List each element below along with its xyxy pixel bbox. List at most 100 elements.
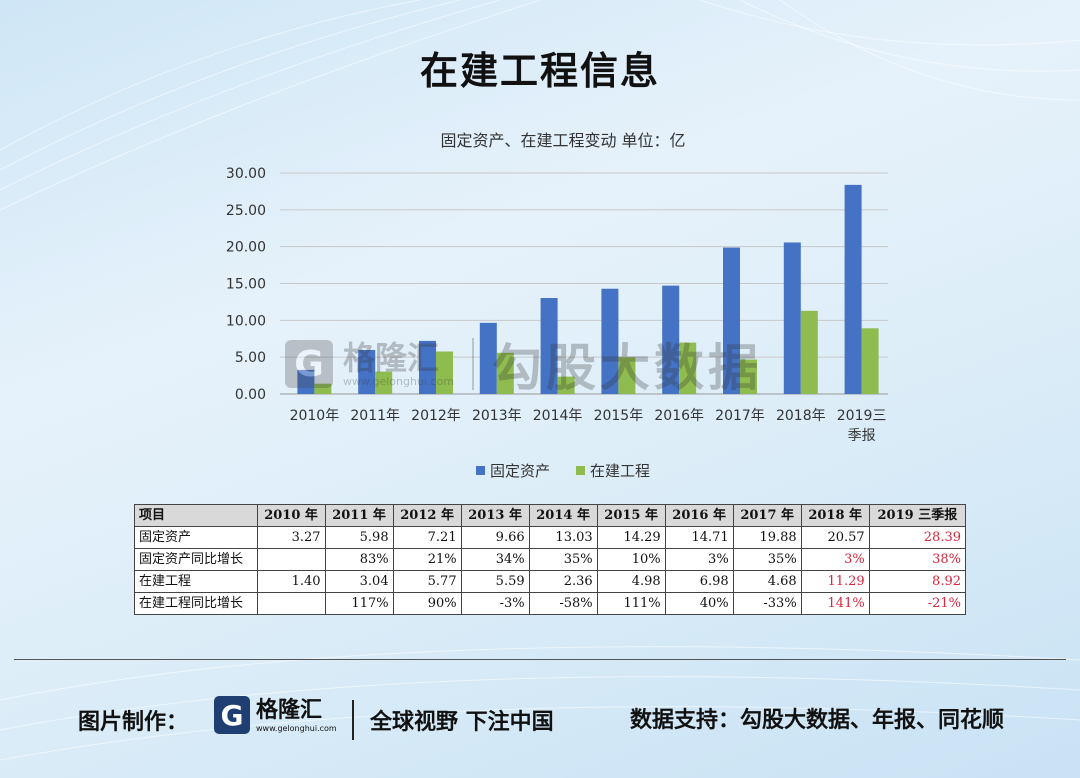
table-cell: 38% xyxy=(868,548,967,571)
bar-fixed-assets xyxy=(844,184,862,394)
table-cell: 5.77 xyxy=(392,570,462,593)
table-cell xyxy=(256,592,326,615)
bar-fixed-assets xyxy=(297,369,315,394)
table-cell: 8.92 xyxy=(868,570,967,593)
chart-bars xyxy=(297,184,879,394)
row-label: 固定资产 xyxy=(134,526,258,549)
y-tick-label: 5.00 xyxy=(235,350,266,366)
table-cell: -33% xyxy=(732,592,802,615)
table-cell: 14.71 xyxy=(664,526,734,549)
y-tick-label: 10.00 xyxy=(226,313,266,329)
table-cell: 10% xyxy=(596,548,666,571)
bar-fixed-assets xyxy=(540,298,558,394)
row-label: 在建工程 xyxy=(134,570,258,593)
bar-construction xyxy=(618,357,636,394)
logo-name: 格隆汇 xyxy=(256,697,323,723)
gelonghui-logo-icon: G xyxy=(214,696,250,734)
table-header-cell: 2013 年 xyxy=(460,504,530,527)
table-cell: 11.29 xyxy=(800,570,870,593)
bar-chart: 固定资产、在建工程变动 单位：亿 0.00 5.00 10.00 15.00 20.00… xyxy=(226,131,888,480)
table-row: 在建工程 1.40 3.04 5.77 5.59 2.36 4.98 6.98 4.68 11.2… xyxy=(134,570,967,593)
table-cell: 4.68 xyxy=(732,570,802,593)
table-cell: 4.98 xyxy=(596,570,666,593)
legend-label: 固定资产 xyxy=(490,462,550,480)
bar-construction xyxy=(375,371,393,394)
bar-construction xyxy=(679,342,697,394)
table-header-cell: 2011 年 xyxy=(324,504,394,527)
table-cell xyxy=(256,548,326,571)
bar-fixed-assets xyxy=(783,242,801,394)
table-row: 在建工程同比增长 117% 90% -3% -58% 111% 40% -33% 141% -21… xyxy=(134,592,967,615)
table-cell: -58% xyxy=(528,592,598,615)
table-cell: 19.88 xyxy=(732,526,802,549)
table-row: 固定资产 3.27 5.98 7.21 9.66 13.03 14.29 14.71 19.88… xyxy=(134,526,967,549)
table-cell: 9.66 xyxy=(460,526,530,549)
table-header-cell: 2015 年 xyxy=(596,504,666,527)
data-table: 项目 2010 年 2011 年 2012 年 2013 年 2014 年 2015 年 20… xyxy=(134,504,967,615)
footer: 图片制作： G 格隆汇 www.gelonghui.com 全球视野 下注中国 … xyxy=(0,690,1080,750)
table-cell: -3% xyxy=(460,592,530,615)
table-header-cell: 2019 三季报 xyxy=(868,504,967,527)
table-header-cell: 项目 xyxy=(134,504,258,527)
x-tick-label: 2014年 xyxy=(533,408,583,424)
table-cell: 28.39 xyxy=(868,526,967,549)
x-tick-label: 2017年 xyxy=(715,408,765,424)
table-cell: 14.29 xyxy=(596,526,666,549)
gelonghui-logo: G 格隆汇 www.gelonghui.com xyxy=(214,696,337,734)
row-label: 固定资产同比增长 xyxy=(134,548,258,571)
table-header-cell: 2016 年 xyxy=(664,504,734,527)
page-title: 在建工程信息 xyxy=(419,49,660,93)
table-cell: 6.98 xyxy=(664,570,734,593)
table-cell: 111% xyxy=(596,592,666,615)
bar-fixed-assets xyxy=(662,285,680,394)
x-tick-label: 2019三季报 xyxy=(837,408,887,444)
legend-swatch xyxy=(576,466,585,475)
table-cell: 20.57 xyxy=(800,526,870,549)
y-tick-label: 30.00 xyxy=(226,166,266,182)
bar-construction xyxy=(314,383,332,394)
y-tick-label: 25.00 xyxy=(226,203,266,219)
table-cell: 5.59 xyxy=(460,570,530,593)
x-tick-label: 2011年 xyxy=(350,408,400,424)
table-cell: 141% xyxy=(800,592,870,615)
table-header-cell: 2018 年 xyxy=(800,504,870,527)
bar-fixed-assets xyxy=(419,340,436,394)
table-cell: 1.40 xyxy=(256,570,326,593)
x-tick-label: 2013年 xyxy=(472,408,522,424)
bar-construction xyxy=(740,359,757,394)
x-tick-label: 2016年 xyxy=(654,408,704,424)
table-row: 固定资产同比增长 83% 21% 34% 35% 10% 3% 35% 3% 38% xyxy=(134,548,967,571)
bar-fixed-assets xyxy=(479,322,497,394)
legend-label: 在建工程 xyxy=(590,462,650,480)
bar-fixed-assets xyxy=(723,247,740,394)
bar-construction xyxy=(436,351,453,394)
table-cell: 90% xyxy=(392,592,462,615)
table-cell: 35% xyxy=(732,548,802,571)
table-header-row: 项目 2010 年 2011 年 2012 年 2013 年 2014 年 2015 年 20… xyxy=(134,504,967,527)
x-tick-label: 2012年 xyxy=(411,408,461,424)
x-tick-label: 2010年 xyxy=(290,408,340,424)
bar-construction xyxy=(861,328,879,394)
x-axis-ticks: 2010年 2011年 2012年 2013年 2014年 2015年 2016年 2017年… xyxy=(290,408,887,444)
table-cell: 117% xyxy=(324,592,394,615)
table-header-cell: 2017 年 xyxy=(732,504,802,527)
table-cell: 3.27 xyxy=(256,526,326,549)
bar-construction xyxy=(800,310,818,394)
table-header-cell: 2010 年 xyxy=(256,504,326,527)
bar-fixed-assets xyxy=(358,349,376,394)
bar-fixed-assets xyxy=(601,288,619,394)
table-cell: 3.04 xyxy=(324,570,394,593)
made-by-label: 图片制作： xyxy=(78,710,189,735)
data-source: 数据支持：勾股大数据、年报、同花顺 xyxy=(630,708,1005,733)
chart-legend: 固定资产 在建工程 xyxy=(476,462,650,480)
table-cell: 3% xyxy=(664,548,734,571)
row-label: 在建工程同比增长 xyxy=(134,592,258,615)
table-cell: 2.36 xyxy=(528,570,598,593)
footer-separator xyxy=(352,700,354,740)
table-cell: 83% xyxy=(324,548,394,571)
table-cell: 40% xyxy=(664,592,734,615)
footer-divider xyxy=(14,659,1066,660)
table-cell: 35% xyxy=(528,548,598,571)
bar-construction xyxy=(557,376,575,394)
legend-swatch xyxy=(476,466,485,475)
